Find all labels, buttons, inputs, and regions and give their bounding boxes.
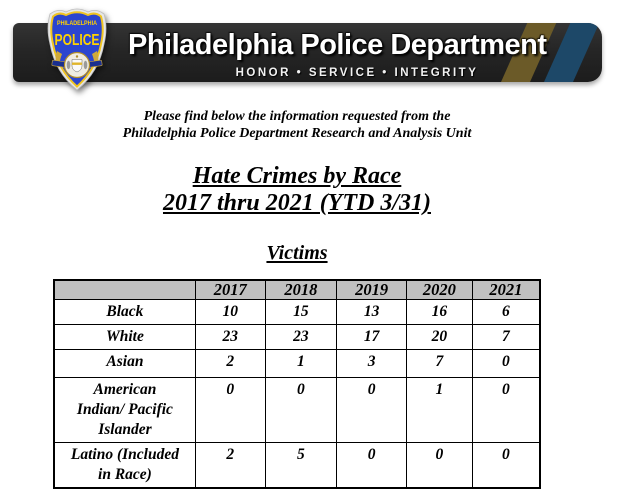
cell-value: 13 [336,299,407,325]
intro-paragraph: Please find below the information reques… [0,108,594,142]
intro-line-1: Please find below the information reques… [143,109,451,124]
badge-crest-band [72,62,82,65]
cell-value: 7 [471,324,541,350]
cell-value: 1 [405,377,473,443]
cell-value: 0 [405,442,473,489]
table-row-asian: Asian 2 1 3 7 0 [53,349,541,378]
cell-value: 6 [471,299,541,325]
document-content: Please find below the information reques… [0,108,594,489]
row-label: White [53,324,196,350]
cell-value: 0 [471,349,541,378]
badge-police-text: POLICE [55,32,100,49]
row-label: Asian [53,349,196,378]
victims-table: 2017 2018 2019 2020 2021 Black 10 15 13 … [53,279,541,489]
table-row-black: Black 10 15 13 16 6 [53,299,541,325]
cell-value: 15 [264,299,338,325]
page-title-line-2: 2017 thru 2021 (YTD 3/31) [162,190,431,216]
cell-value: 17 [336,324,407,350]
cell-value: 3 [336,349,407,378]
table-row-american-indian-pacific-islander: American Indian/ Pacific Islander 0 0 0 … [53,377,541,443]
section-heading: Victims [0,241,594,265]
cell-value: 16 [405,299,473,325]
cell-value: 0 [264,377,338,443]
badge-city-text: PHILADELPHIA [57,21,98,27]
header-cell-2021: 2021 [471,279,541,300]
cell-value: 0 [471,377,541,443]
page-title: Hate Crimes by Race 2017 thru 2021 (YTD … [0,163,594,217]
cell-value: 0 [336,442,407,489]
header-banner: Philadelphia Police Department HONOR • S… [13,23,602,82]
row-label: Latino (Included in Race) [53,442,196,489]
cell-value: 2 [194,349,266,378]
header-cell-2018: 2018 [264,279,338,300]
cell-value: 20 [405,324,473,350]
cell-value: 10 [194,299,266,325]
row-label: Black [53,299,196,325]
cell-value: 23 [264,324,338,350]
section-heading-text: Victims [266,242,328,264]
cell-value: 7 [405,349,473,378]
police-badge-icon: PHILADELPHIA POLICE [47,8,107,91]
row-label: American Indian/ Pacific Islander [53,377,196,443]
intro-line-2: Philadelphia Police Department Research … [122,126,472,141]
page-title-line-1: Hate Crimes by Race [192,163,402,189]
cell-value: 0 [336,377,407,443]
cell-value: 1 [264,349,338,378]
badge-crest-shield [71,59,83,73]
cell-value: 23 [194,324,266,350]
motto-text: HONOR • SERVICE • INTEGRITY [235,67,479,79]
table-row-white: White 23 23 17 20 7 [53,324,541,350]
table-header-row: 2017 2018 2019 2020 2021 [53,279,541,300]
badge-crest-figure-right [83,60,88,70]
header-cell-race [53,279,196,300]
cell-value: 0 [471,442,541,489]
department-title: Philadelphia Police Department [128,29,547,61]
header-cell-2019: 2019 [336,279,407,300]
table-row-latino: Latino (Included in Race) 2 5 0 0 0 [53,442,541,489]
cell-value: 2 [194,442,266,489]
cell-value: 0 [194,377,266,443]
header-cell-2020: 2020 [405,279,473,300]
badge-crest-scale [75,55,79,58]
badge-crest-figure-left [66,60,71,70]
cell-value: 5 [264,442,338,489]
header-cell-2017: 2017 [194,279,266,300]
